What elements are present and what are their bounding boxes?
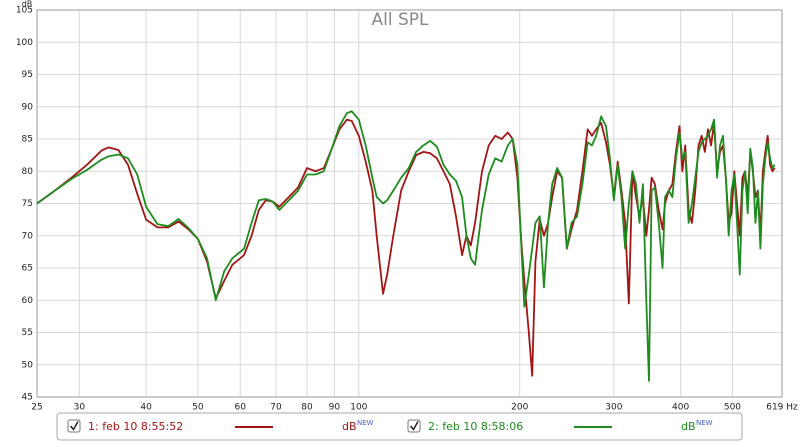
x-tick-label: 30 [74, 403, 86, 413]
y-tick-label: 50 [22, 360, 34, 370]
legend-label: 1: feb 10 8:55:52 [88, 420, 183, 433]
y-tick-label: 80 [22, 167, 34, 177]
x-tick-label: 60 [235, 403, 247, 413]
x-tick-label: 40 [140, 403, 152, 413]
legend-unit-tag: NEW [357, 419, 374, 427]
x-tick-label: 90 [329, 403, 341, 413]
y-tick-label: 70 [22, 231, 34, 241]
y-tick-label: 55 [22, 328, 33, 338]
x-tick-label: 80 [301, 403, 313, 413]
x-tick-label: 70 [270, 403, 282, 413]
y-tick-label: 90 [22, 102, 34, 112]
x-tick-label: 500 [724, 403, 741, 413]
y-tick-label: 85 [22, 135, 33, 145]
check-mark [69, 421, 79, 431]
y-tick-label: 45 [22, 393, 33, 403]
legend-label: 2: feb 10 8:58:06 [428, 420, 523, 433]
x-tick-label: 25 [31, 403, 42, 413]
x-tick-label: 100 [350, 403, 367, 413]
legend-box [56, 412, 743, 441]
x-tick-label: 619 Hz [766, 403, 798, 413]
series-line [36, 110, 776, 382]
y-tick-label: 60 [22, 296, 34, 306]
x-tick-label: 300 [605, 403, 622, 413]
x-tick-label: 200 [511, 403, 528, 413]
x-tick-label: 50 [192, 403, 204, 413]
check-mark [409, 421, 419, 431]
y-tick-label: 65 [22, 264, 33, 274]
legend-unit: dB [342, 420, 357, 433]
y-tick-label: 105 [16, 6, 33, 16]
y-tick-label: 95 [22, 70, 33, 80]
legend-unit-tag: NEW [696, 419, 713, 427]
checkbox[interactable] [407, 419, 421, 433]
legend-unit: dB [681, 420, 696, 433]
checkbox[interactable] [67, 419, 81, 433]
y-tick-label: 75 [22, 199, 33, 209]
chart-title: All SPL [372, 10, 430, 30]
y-axis-label: dB [22, 0, 33, 9]
y-tick-label: 100 [16, 38, 33, 48]
x-tick-label: 400 [672, 403, 689, 413]
